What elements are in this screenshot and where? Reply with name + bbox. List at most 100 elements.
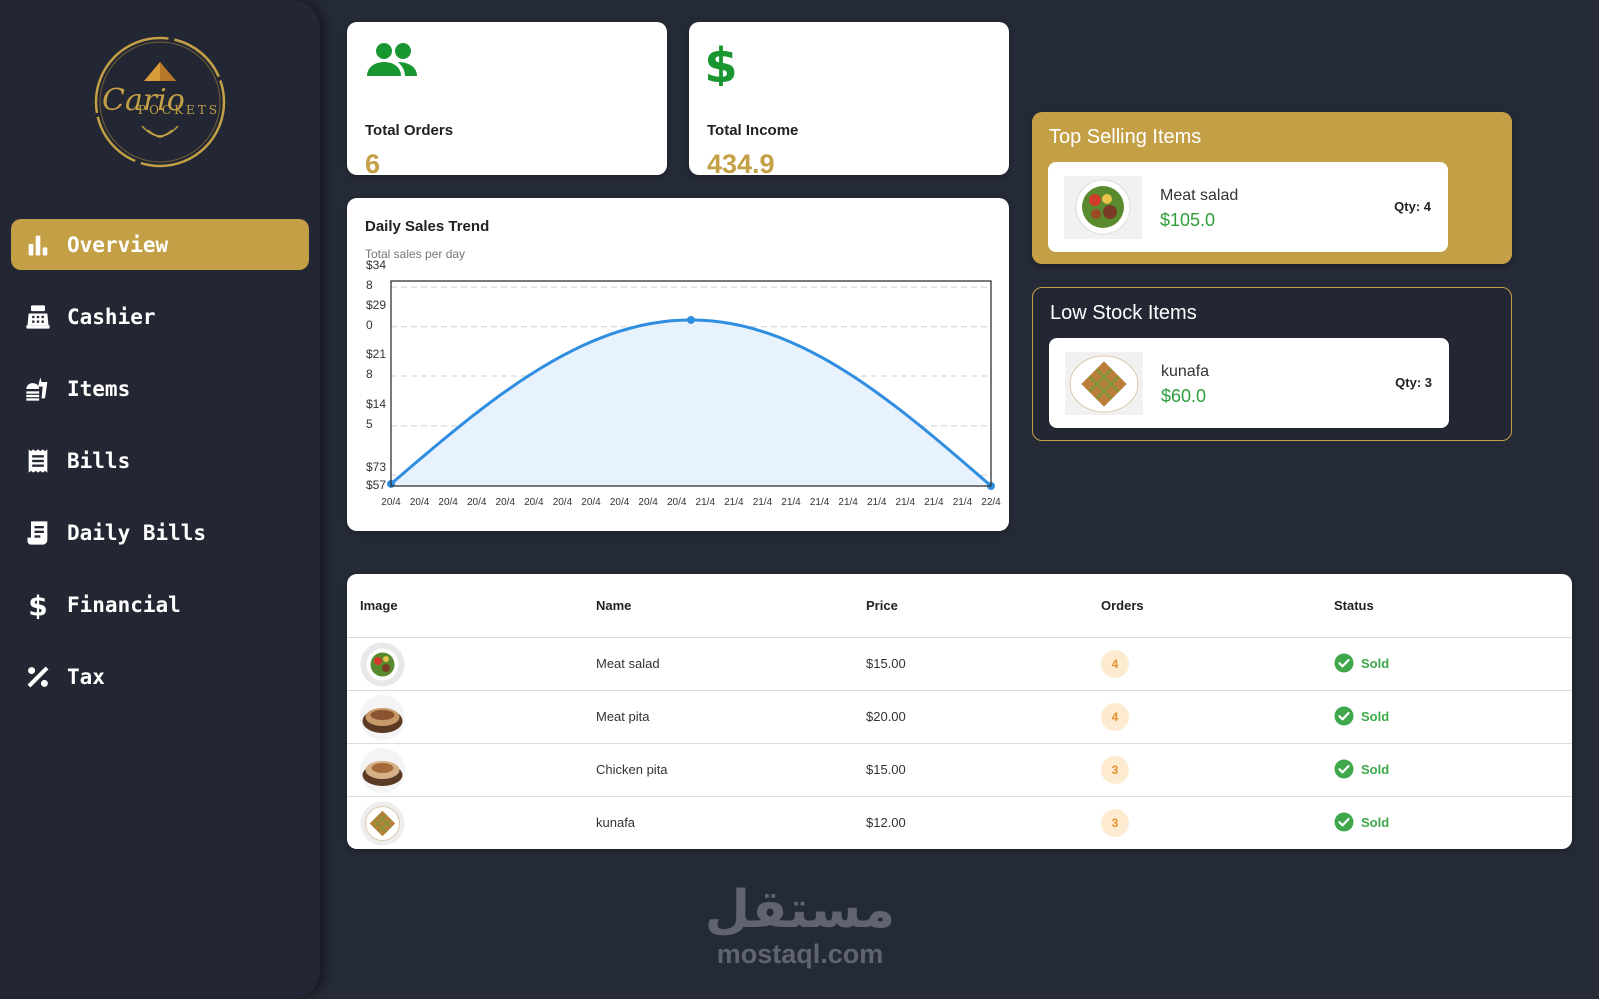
sidebar-item-tax[interactable]: Tax (11, 651, 309, 702)
brand-logo: Cario POCKETS (86, 26, 238, 176)
chicken-pita-thumbnail (360, 748, 405, 793)
sidebar-item-financial[interactable]: $ Financial (11, 579, 309, 630)
total-orders-value: 6 (365, 149, 381, 179)
chart-x-tick-label: 21/4 (924, 497, 944, 508)
cash-register-icon (23, 302, 53, 332)
sidebar-item-label: Financial (67, 592, 181, 617)
sidebar: Cario POCKETS Overview Cashier Items Bil… (0, 0, 320, 999)
low-stock-item[interactable]: kunafa $60.0 Qty: 3 (1049, 338, 1449, 428)
check-circle-icon (1334, 812, 1354, 832)
chart-x-tick-label: 20/4 (553, 497, 573, 508)
chart-y-tick-label: $21 8 (366, 347, 386, 381)
sidebar-item-daily-bills[interactable]: Daily Bills (11, 507, 309, 558)
chart-area-fill (391, 319, 991, 486)
people-icon (365, 38, 419, 86)
chart-x-tick-label: 20/4 (496, 497, 516, 508)
sidebar-item-bills[interactable]: Bills (11, 435, 309, 486)
kunafa-image (1065, 352, 1143, 415)
status-badge: Sold (1334, 653, 1389, 673)
table-row[interactable]: Chicken pita $15.00 3 Sold (347, 744, 1572, 797)
bar-chart-icon (23, 230, 53, 260)
receipt-icon (23, 446, 53, 476)
check-circle-icon (1334, 759, 1354, 779)
top-selling-name: Meat salad (1160, 187, 1239, 204)
svg-text:Cario: Cario (102, 83, 185, 118)
table-header: Image Name Price Orders Status (347, 574, 1572, 638)
table-row[interactable]: Meat pita $20.00 4 Sold (347, 691, 1572, 744)
total-orders-label: Total Orders (365, 122, 454, 139)
header-price[interactable]: Price (866, 598, 898, 613)
sidebar-item-label: Cashier (67, 304, 156, 329)
chart-x-tick-label: 21/4 (838, 497, 858, 508)
row-price: $15.00 (866, 656, 906, 671)
status-text: Sold (1361, 708, 1390, 724)
chart-title: Daily Sales Trend (365, 218, 490, 235)
orders-badge: 4 (1101, 703, 1129, 731)
chart-y-tick-label: $57 (366, 478, 386, 492)
table-row[interactable]: Meat salad $15.00 4 Sold (347, 638, 1572, 691)
sidebar-item-items[interactable]: Items (11, 363, 309, 414)
meat-salad-image (1064, 176, 1142, 239)
meat-pita-thumbnail (360, 695, 405, 740)
row-price: $15.00 (866, 762, 906, 777)
chart-x-tick-label: 20/4 (610, 497, 630, 508)
chart-point (687, 315, 695, 324)
dollar-icon: $ (23, 590, 53, 620)
chart-x-tick-label: 21/4 (896, 497, 916, 508)
row-price: $12.00 (866, 815, 906, 830)
chart-plot-border (390, 280, 992, 487)
top-selling-item[interactable]: Meat salad $105.0 Qty: 4 (1048, 162, 1448, 252)
status-text: Sold (1361, 655, 1390, 671)
sidebar-item-cashier[interactable]: Cashier (11, 291, 309, 342)
top-selling-price: $105.0 (1160, 210, 1216, 230)
header-status[interactable]: Status (1334, 598, 1374, 613)
total-income-label: Total Income (707, 122, 799, 139)
kunafa-thumbnail (360, 801, 405, 846)
low-stock-qty: Qty: 3 (1395, 375, 1432, 390)
chart-x-tick-label: 21/4 (810, 497, 830, 508)
header-image[interactable]: Image (360, 598, 398, 613)
chart-x-tick-label: 20/4 (381, 497, 401, 508)
fastfood-icon (23, 374, 53, 404)
watermark-latin: mostaql.com (716, 939, 884, 969)
header-orders[interactable]: Orders (1101, 598, 1144, 613)
items-table: Image Name Price Orders Status Meat sala… (347, 574, 1572, 849)
svg-text:$: $ (28, 591, 47, 619)
chart-x-tick-label: 20/4 (581, 497, 601, 508)
svg-text:$: $ (707, 38, 738, 86)
low-stock-panel: Low Stock Items kunafa $60.0 Qty: 3 (1032, 287, 1512, 441)
chart-x-tick-label: 20/4 (524, 497, 544, 508)
percent-icon (23, 662, 53, 692)
chart-y-tick-label: $29 0 (366, 298, 386, 332)
total-income-card: $ Total Income 434.9 (689, 22, 1009, 179)
chart-x-tick-label: 22/4 (981, 497, 1001, 508)
low-stock-title: Low Stock Items (1050, 302, 1197, 324)
watermark-arabic: مستقل (704, 880, 896, 940)
meat-salad-thumbnail (360, 642, 405, 687)
row-name: Meat pita (596, 709, 650, 724)
check-circle-icon (1334, 706, 1354, 726)
chart-subtitle: Total sales per day (365, 247, 466, 261)
daily-sales-chart-card: Daily Sales Trend Total sales per day $3… (347, 198, 1009, 531)
row-name: kunafa (596, 815, 636, 830)
sidebar-item-label: Daily Bills (67, 520, 207, 545)
watermark: مستقل mostaql.com (700, 880, 900, 968)
chart-y-tick-label: $34 8 (366, 258, 386, 292)
total-orders-card: Total Orders 6 (347, 22, 667, 179)
sidebar-item-overview[interactable]: Overview (11, 219, 309, 270)
sidebar-item-label: Bills (67, 448, 131, 473)
status-badge: Sold (1334, 759, 1389, 779)
orders-badge: 3 (1101, 809, 1129, 837)
table-row[interactable]: kunafa $12.00 3 Sold (347, 797, 1572, 849)
total-income-value: 434.9 (707, 149, 775, 179)
check-circle-icon (1334, 653, 1354, 673)
chart-y-tick-label: $14 5 (366, 397, 386, 431)
header-name[interactable]: Name (596, 598, 632, 613)
status-badge: Sold (1334, 812, 1389, 832)
chart-x-tick-label: 20/4 (410, 497, 430, 508)
chart-x-tick-label: 21/4 (696, 497, 716, 508)
low-stock-name: kunafa (1161, 363, 1210, 380)
row-name: Chicken pita (596, 762, 668, 777)
orders-badge: 3 (1101, 756, 1129, 784)
row-name: Meat salad (596, 656, 660, 671)
